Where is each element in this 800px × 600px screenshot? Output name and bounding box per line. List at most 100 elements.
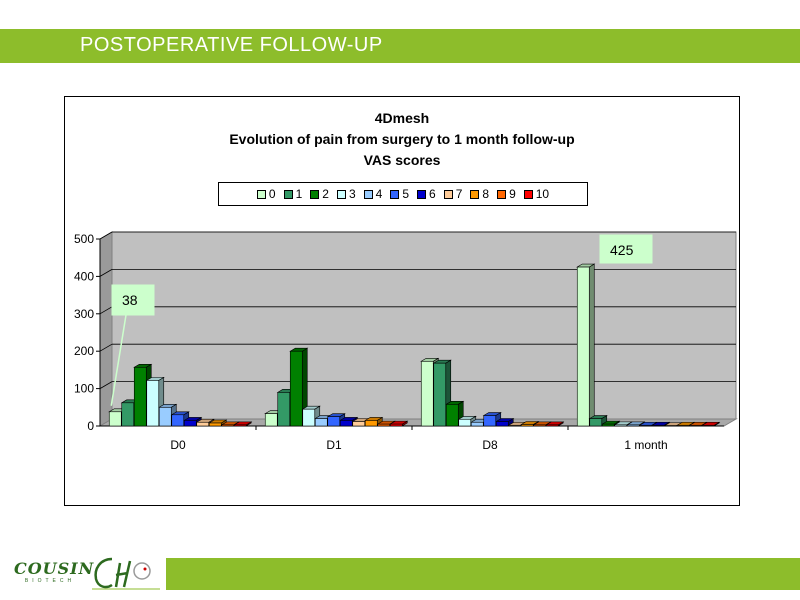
y-tick-label: 500 [74, 232, 94, 246]
bar [133, 366, 147, 427]
bar [339, 420, 353, 427]
bar [689, 424, 703, 427]
logo-name: COUSIN [14, 559, 95, 578]
bar [108, 411, 122, 427]
x-tick-label: 1 month [624, 438, 667, 452]
bar [520, 424, 534, 427]
legend-swatch [443, 189, 453, 199]
bar [651, 424, 665, 427]
bar-side [588, 263, 595, 427]
legend-item: 5 [390, 187, 409, 201]
bar [121, 402, 135, 427]
bar [314, 418, 328, 427]
title-bar: POSTOPERATIVE FOLLOW-UP [0, 29, 800, 63]
legend-swatch [417, 189, 426, 199]
legend-label: 1 [295, 187, 303, 201]
bar [458, 418, 472, 427]
annotation-box [111, 284, 155, 316]
legend-label: 0 [268, 187, 276, 201]
bar [533, 424, 547, 427]
legend-item: 1 [283, 187, 303, 201]
legend-swatch [390, 189, 400, 199]
bar [377, 423, 391, 427]
legend-swatch [497, 189, 507, 199]
bar [352, 421, 366, 427]
legend-label: 4 [375, 187, 383, 201]
y-tick-label: 200 [74, 344, 94, 358]
bar [626, 424, 640, 427]
legend-item: 4 [363, 187, 383, 201]
annotation-leader [110, 314, 127, 406]
bar [327, 416, 341, 427]
bar [576, 266, 590, 427]
legend-label: 10 [535, 187, 550, 201]
legend-swatch [283, 189, 293, 199]
chart-title: 4Dmesh Evolution of pain from surgery to… [64, 108, 740, 171]
legend-swatch [470, 189, 480, 199]
legend-label: 9 [509, 187, 516, 201]
bar [614, 424, 628, 427]
y-tick-label: 400 [74, 269, 94, 283]
gridline-side [99, 231, 113, 240]
legend-item: 7 [443, 187, 463, 201]
bar [433, 362, 447, 427]
legend-swatch [363, 189, 373, 199]
chart-title-line-3: VAS scores [363, 152, 441, 168]
bar [445, 404, 459, 427]
legend-item: 0 [256, 187, 276, 201]
legend-swatch [523, 189, 533, 199]
bar [221, 424, 235, 427]
bar [701, 424, 715, 427]
legend-label: 6 [429, 187, 436, 201]
legend-item: 2 [310, 187, 329, 201]
chart-legend: 0 1 2 3 4 5 6 7 8 9 10 [218, 182, 588, 206]
bar [208, 422, 222, 427]
legend-label: 2 [322, 187, 329, 201]
gridline-side [99, 269, 113, 277]
bar [364, 420, 378, 427]
bar [676, 424, 690, 427]
legend-swatch [310, 189, 320, 199]
bar [639, 424, 653, 427]
plot-side-wall [99, 231, 113, 427]
bar [589, 418, 603, 427]
legend-item: 3 [336, 187, 356, 201]
footer-bar [166, 558, 800, 590]
legend-swatch [256, 189, 266, 199]
bar [183, 420, 197, 427]
bar [470, 421, 484, 427]
bar [483, 415, 497, 427]
bar [158, 406, 172, 427]
annotation-label: 38 [122, 292, 138, 308]
logo-sub: BIOTECH [24, 578, 76, 584]
bar [233, 424, 247, 427]
bar [264, 413, 278, 427]
annotation-label: 425 [610, 242, 634, 258]
legend-label: 5 [402, 187, 409, 201]
legend-label: 3 [348, 187, 356, 201]
slide-title: POSTOPERATIVE FOLLOW-UP [80, 34, 383, 56]
bar [146, 380, 160, 427]
chart-title-line-2: Evolution of pain from surgery to 1 mont… [229, 131, 575, 147]
legend-item: 6 [417, 187, 436, 201]
bar [196, 421, 210, 427]
y-tick-label: 300 [74, 307, 94, 321]
legend-item: 10 [523, 187, 550, 201]
y-tick-label: 0 [87, 419, 94, 433]
bar [289, 350, 303, 427]
bar [545, 424, 559, 427]
gridline-side [99, 343, 113, 352]
y-tick-label: 100 [74, 382, 94, 396]
x-tick-label: D1 [326, 438, 342, 452]
bar [302, 408, 316, 427]
legend-label: 7 [455, 187, 463, 201]
legend-swatch [336, 189, 346, 199]
chart-title-line-1: 4Dmesh [374, 110, 430, 126]
x-tick-label: D0 [170, 438, 186, 452]
gridline-side [99, 381, 113, 389]
annotation-box [599, 234, 653, 264]
bar [389, 423, 403, 427]
legend-label: 8 [482, 187, 490, 201]
bar [420, 360, 434, 427]
